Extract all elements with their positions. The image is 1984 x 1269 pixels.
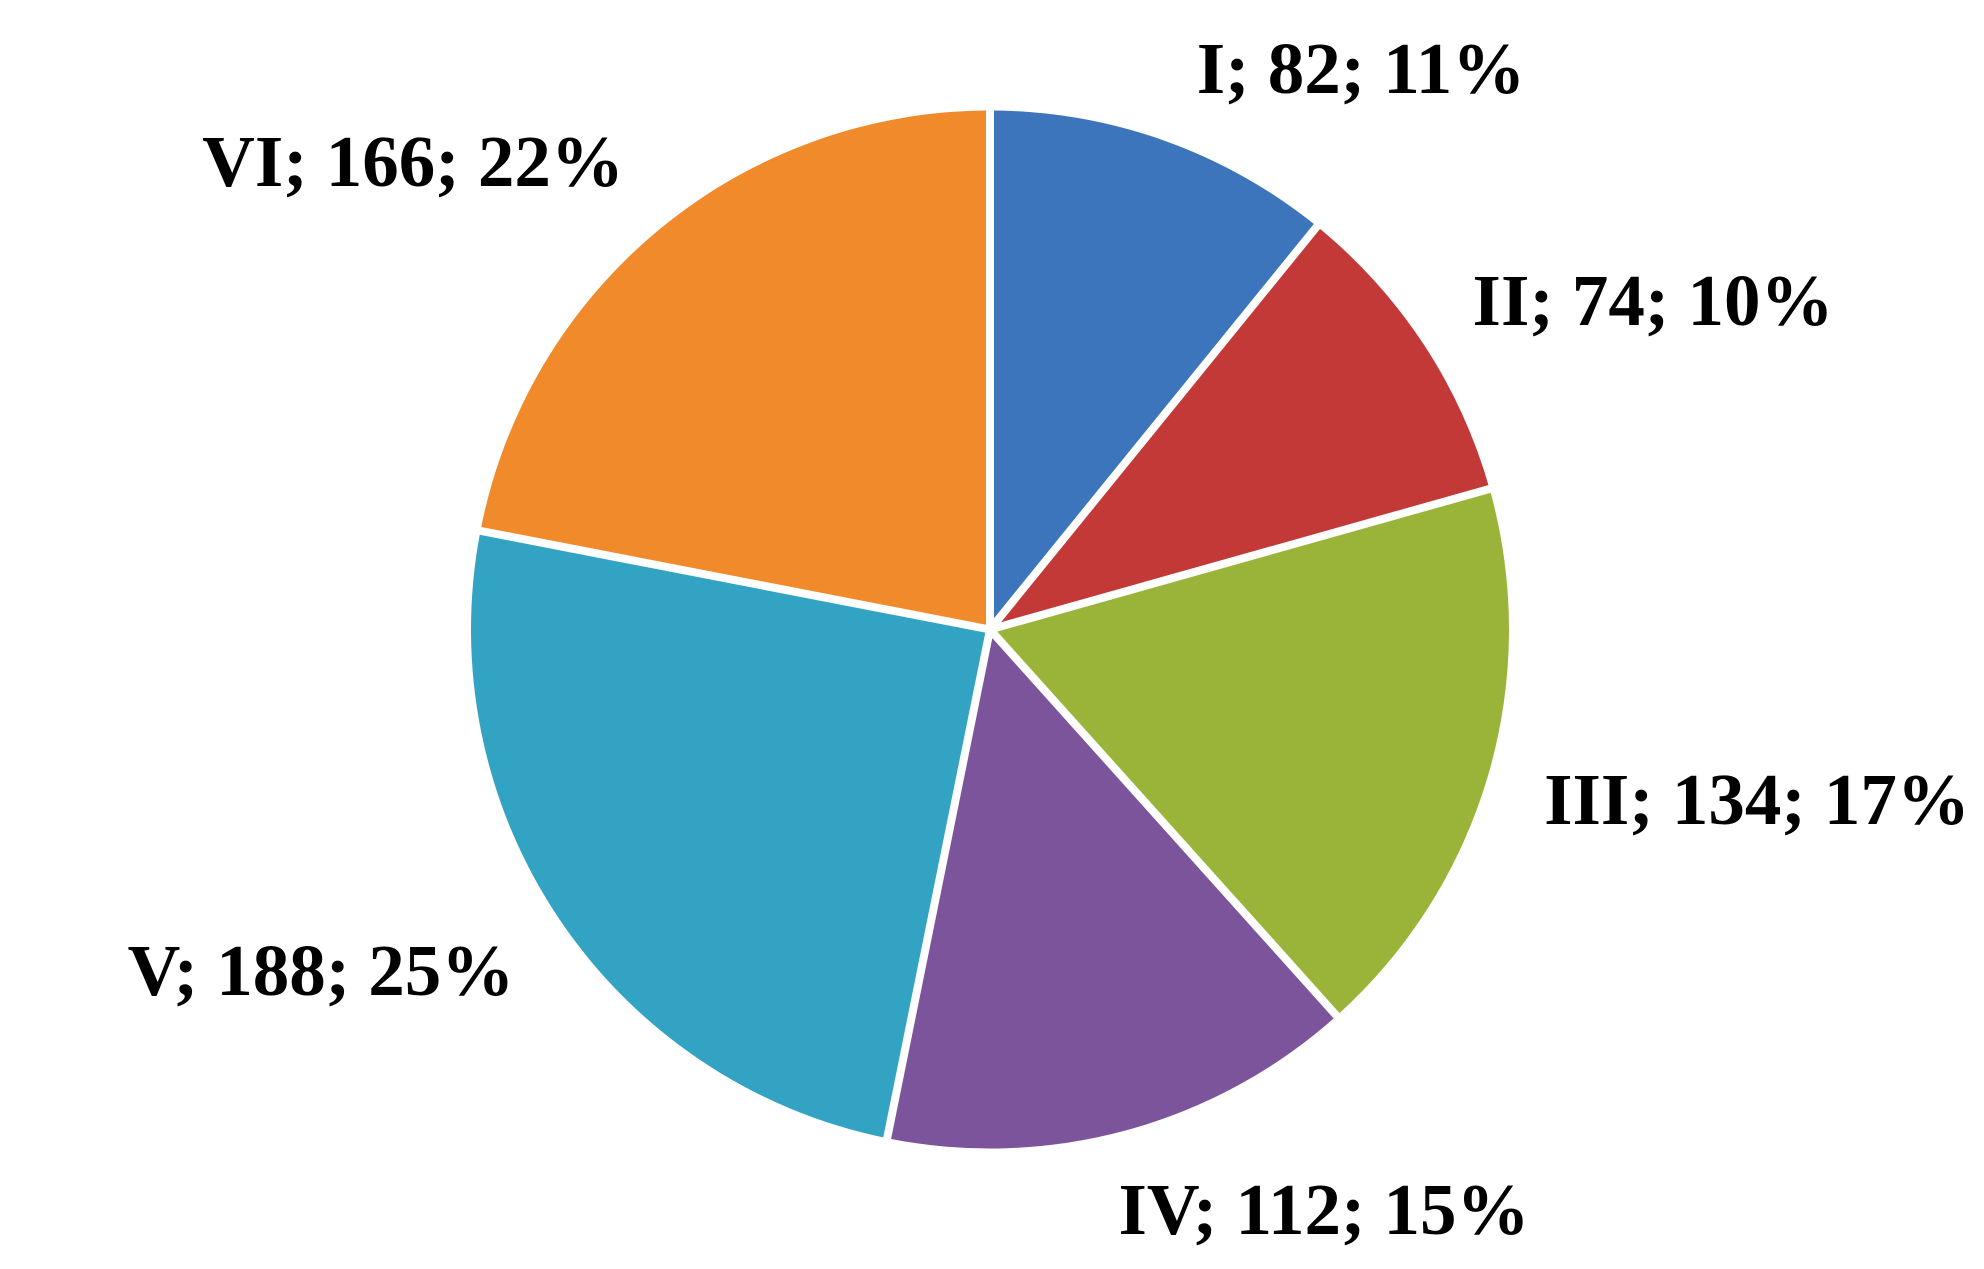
svg-text:III; 134; 17%: III; 134; 17% <box>1544 759 1970 840</box>
svg-text:II; 74; 10%: II; 74; 10% <box>1473 260 1834 341</box>
svg-text:IV; 112; 15%: IV; 112; 15% <box>1118 1169 1529 1250</box>
svg-text:V; 188; 25%: V; 188; 25% <box>128 930 515 1011</box>
svg-text:VI; 166; 22%: VI; 166; 22% <box>202 121 624 202</box>
svg-text:I; 82; 11%: I; 82; 11% <box>1197 28 1526 109</box>
